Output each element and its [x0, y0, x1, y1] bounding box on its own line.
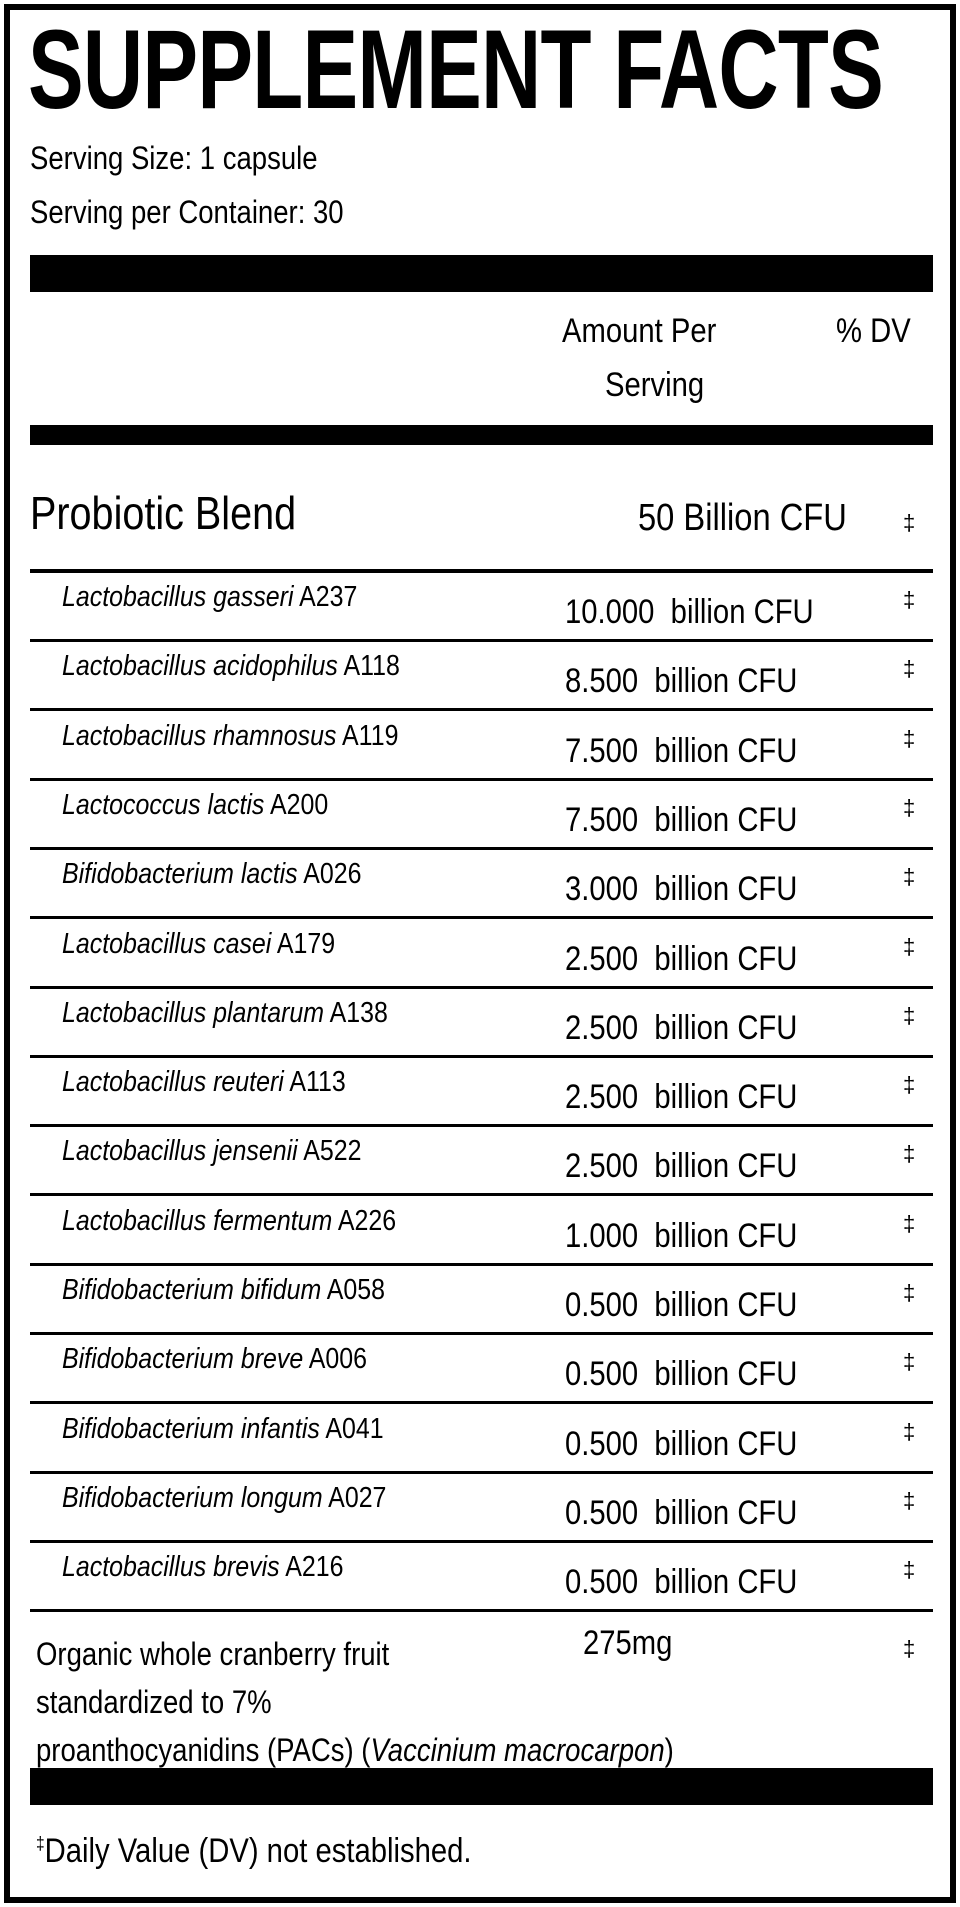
- cranberry-ingredient: Organic whole cranberry fruit standardiz…: [36, 1636, 674, 1768]
- divider-line: [30, 569, 933, 573]
- strain-name: Bifidobacterium bifidum A058: [62, 1274, 386, 1306]
- page-title: SUPPLEMENT FACTS: [28, 7, 884, 132]
- strain-amount: 0.500 billion CFU: [565, 1563, 798, 1602]
- strain-amount: 7.500 billion CFU: [565, 731, 798, 770]
- divider-line: [30, 1054, 933, 1058]
- strain-row: Lactobacillus reuteri A113 2.500 billion …: [30, 1058, 933, 1127]
- strain-row: Bifidobacterium lactis A026 3.000 billion…: [30, 850, 933, 919]
- strain-row: Lactobacillus acidophilus A118 8.500 bill…: [30, 642, 933, 711]
- strain-dv: ‡: [903, 864, 916, 890]
- strain-amount: 0.500 billion CFU: [565, 1355, 798, 1394]
- strain-dv: ‡: [903, 1349, 916, 1375]
- strain-name: Lactobacillus fermentum A226: [62, 1204, 397, 1237]
- cranberry-dv: ‡: [903, 1636, 916, 1661]
- cranberry-amount: 275mg: [583, 1624, 673, 1662]
- strain-dv: ‡: [903, 656, 916, 682]
- divider-line: [30, 916, 933, 920]
- strain-dv: ‡: [903, 1487, 916, 1513]
- strain-row: Lactobacillus plantarum A138 2.500 billio…: [30, 989, 933, 1058]
- divider-line: [30, 1539, 933, 1543]
- blend-dv: ‡: [903, 510, 916, 535]
- strain-name: Lactobacillus jensenii A522: [62, 1135, 362, 1168]
- strain-name: Lactobacillus rhamnosus A119: [62, 719, 399, 752]
- divider-line: [30, 1193, 933, 1197]
- divider-line: [30, 846, 933, 850]
- header-amount-line2: Serving: [605, 366, 705, 404]
- strain-dv: ‡: [903, 1141, 916, 1167]
- divider-line: [30, 639, 933, 642]
- divider-line: [30, 1609, 933, 1613]
- strain-row: Lactobacillus brevis A216 0.500 billion C…: [30, 1543, 933, 1612]
- strain-amount: 10.000 billion CFU: [565, 593, 814, 631]
- strain-amount: 2.500 billion CFU: [565, 1008, 798, 1047]
- serving-size: Serving Size: 1 capsule: [30, 140, 318, 176]
- strain-amount: 2.500 billion CFU: [565, 1147, 798, 1186]
- strain-amount: 3.000 billion CFU: [565, 870, 798, 909]
- strain-name: Lactobacillus plantarum A138: [62, 996, 388, 1029]
- strain-dv: ‡: [903, 1557, 916, 1583]
- strain-row: Lactobacillus fermentum A226 1.000 billio…: [30, 1197, 933, 1266]
- strain-dv: ‡: [903, 1072, 916, 1098]
- strain-row: Bifidobacterium longum A027 0.500 billion…: [30, 1474, 933, 1543]
- divider-line: [30, 777, 933, 781]
- strain-dv: ‡: [903, 1002, 916, 1028]
- strain-name: Lactococcus lactis A200: [62, 788, 329, 821]
- strain-amount: 2.500 billion CFU: [565, 1078, 798, 1117]
- divider-line: [30, 1332, 933, 1335]
- header-amount: Amount Per: [562, 312, 717, 350]
- strain-dv: ‡: [903, 1210, 916, 1236]
- strain-name: Lactobacillus casei A179: [62, 927, 336, 960]
- strain-amount: 0.500 billion CFU: [565, 1493, 798, 1532]
- strain-amount: 1.000 billion CFU: [565, 1216, 798, 1255]
- strain-name: Bifidobacterium breve A006: [62, 1343, 368, 1376]
- strain-name: Bifidobacterium lactis A026: [62, 858, 362, 891]
- strain-row: Lactobacillus jensenii A522 2.500 billion…: [30, 1127, 933, 1196]
- label-border: [4, 4, 956, 1903]
- strain-name: Lactobacillus reuteri A113: [62, 1066, 346, 1099]
- divider-line: [30, 708, 933, 712]
- divider-line: [30, 1401, 933, 1405]
- blend-name: Probiotic Blend: [30, 487, 297, 539]
- strain-name: Lactobacillus brevis A216: [62, 1551, 344, 1584]
- strain-name: Bifidobacterium infantis A041: [62, 1412, 384, 1445]
- header-dv: % DV: [836, 312, 911, 350]
- divider-line: [30, 1470, 933, 1474]
- divider-bar: [30, 1768, 933, 1805]
- strain-amount: 7.500 billion CFU: [565, 800, 798, 839]
- footnote: ‡Daily Value (DV) not established.: [36, 1832, 472, 1870]
- strain-row: Lactobacillus casei A179 2.500 billion CF…: [30, 920, 933, 989]
- strain-row: Lactobacillus gasseri A237 10.000 billion…: [30, 573, 933, 642]
- strain-amount: 0.500 billion CFU: [565, 1286, 798, 1324]
- divider-line: [30, 1124, 933, 1128]
- strain-row: Lactococcus lactis A200 7.500 billion CFU…: [30, 781, 933, 850]
- strain-row: Bifidobacterium breve A006 0.500 billion …: [30, 1335, 933, 1404]
- strain-row: Bifidobacterium infantis A041 0.500 billi…: [30, 1405, 933, 1474]
- strain-amount: 8.500 billion CFU: [565, 662, 798, 701]
- strain-dv: ‡: [903, 933, 916, 959]
- strain-name: Lactobacillus gasseri A237: [62, 581, 358, 613]
- divider-line: [30, 1262, 933, 1266]
- strain-amount: 0.500 billion CFU: [565, 1424, 798, 1463]
- divider-bar: [30, 425, 933, 445]
- servings-per-container: Serving per Container: 30: [30, 194, 344, 230]
- strain-dv: ‡: [903, 725, 916, 751]
- divider-line: [30, 985, 933, 989]
- divider-bar: [30, 255, 933, 292]
- strain-amount: 2.500 billion CFU: [565, 939, 798, 978]
- strain-dv: ‡: [903, 587, 916, 612]
- strain-name: Bifidobacterium longum A027: [62, 1481, 387, 1514]
- strain-dv: ‡: [903, 1418, 916, 1444]
- blend-amount: 50 Billion CFU: [638, 497, 847, 539]
- strain-dv: ‡: [903, 794, 916, 820]
- strain-dv: ‡: [903, 1280, 916, 1305]
- strain-row: Bifidobacterium bifidum A058 0.500 billio…: [30, 1266, 933, 1335]
- strain-row: Lactobacillus rhamnosus A119 7.500 billio…: [30, 712, 933, 781]
- strain-name: Lactobacillus acidophilus A118: [62, 650, 400, 683]
